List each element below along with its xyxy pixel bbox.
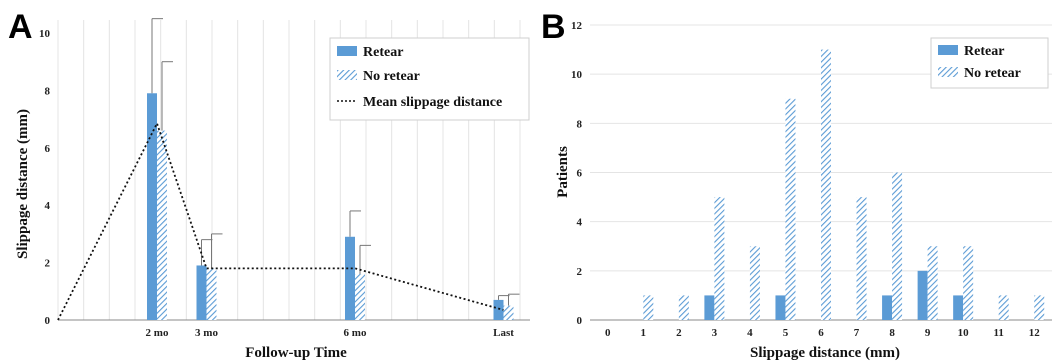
panel-a-bars <box>147 93 514 321</box>
panel-b-bar-retear <box>775 295 786 320</box>
panel-a-x-axis-label: Follow-up Time <box>245 345 347 361</box>
panel-b-y-tick-label: 12 <box>571 20 583 32</box>
panel-b-y-tick-label: 8 <box>577 118 583 130</box>
panel-a-bar-retear <box>196 265 207 320</box>
panel-b-x-tick-label: 6 <box>818 327 824 339</box>
panel-b-bar-no-retear <box>856 197 867 320</box>
panel-b-bar-no-retear <box>643 295 654 320</box>
panel-b-letter: B <box>541 8 566 46</box>
panel-b-y-tick-label: 10 <box>571 69 583 81</box>
panel-b-bar-retear <box>917 270 928 320</box>
panel-a-x-tick-label: 2 mo <box>146 327 169 339</box>
panel-a-x-tick-label: 3 mo <box>195 327 218 339</box>
panel-b-y-tick-label: 4 <box>577 217 583 229</box>
panel-a-bar-no-retear <box>157 130 167 320</box>
panel-b-x-tick-label: 8 <box>889 327 895 339</box>
panel-a-legend: Retear No retear Mean slippage distance <box>329 37 530 121</box>
panel-b-legend: Retear No retear <box>930 37 1049 89</box>
panel-a-letter: A <box>8 8 33 46</box>
panel-b-legend-swatch-no-retear <box>938 67 958 77</box>
panel-b-x-tick-label: 10 <box>958 327 970 339</box>
panel-b-bar-retear <box>882 295 893 320</box>
panel-b-bar-no-retear <box>821 49 831 320</box>
panel-a-legend-label-no-retear: No retear <box>363 69 420 84</box>
panel-a-bar-retear <box>345 236 355 320</box>
panel-b-bar-no-retear <box>892 172 903 320</box>
panel-b-y-axis-label: Patients <box>555 146 571 198</box>
panel-b-x-tick-label: 12 <box>1029 327 1041 339</box>
panel-a-x-ticks: 2 mo 3 mo 6 mo Last <box>146 327 515 339</box>
panel-b-x-tick-label: 0 <box>605 327 611 339</box>
panel-b-bar-retear <box>953 295 964 320</box>
panel-a-bar-no-retear <box>206 268 217 320</box>
panel-a-y-tick-label: 2 <box>45 258 51 270</box>
panel-b-x-tick-label: 7 <box>854 327 860 339</box>
panel-b-legend-label-no-retear: No retear <box>964 66 1021 81</box>
panel-b-y-tick-label: 0 <box>577 315 583 327</box>
panel-b-x-tick-label: 3 <box>712 327 718 339</box>
panel-a-bar-retear <box>147 93 157 321</box>
panel-b-y-tick-label: 2 <box>577 266 583 278</box>
panel-a-chart: 0 2 4 6 8 10 2 mo 3 mo 6 mo Last Slippage distan… <box>15 18 530 361</box>
panel-b-legend-label-retear: Retear <box>964 44 1004 59</box>
panel-b-legend-swatch-retear <box>938 45 958 55</box>
panel-a-y-tick-label: 0 <box>45 315 51 327</box>
panel-a-y-ticks: 0 2 4 6 8 10 <box>39 28 51 327</box>
panel-a-x-tick-label: 6 mo <box>344 327 367 339</box>
panel-b-bar-no-retear <box>714 197 725 320</box>
panel-a-legend-label-mean: Mean slippage distance <box>363 95 502 110</box>
panel-b-x-tick-label: 4 <box>747 327 753 339</box>
panel-b-x-tick-label: 11 <box>993 327 1003 339</box>
panel-b-bars <box>643 49 1045 320</box>
panel-b-x-tick-label: 5 <box>783 327 789 339</box>
panel-b-y-ticks: 0 2 4 6 8 10 12 <box>571 20 583 327</box>
panel-a-legend-box <box>329 37 530 121</box>
panel-a-bar-no-retear <box>355 274 365 320</box>
panel-a-bar-no-retear <box>503 305 514 320</box>
panel-a-legend-swatch-retear <box>337 46 357 56</box>
panel-b-bar-no-retear <box>927 246 938 320</box>
panel-a-mean-line <box>57 121 504 321</box>
panel-b-x-tick-label: 1 <box>641 327 647 339</box>
panel-a-y-tick-label: 8 <box>45 85 51 97</box>
panel-b-x-tick-label: 2 <box>676 327 682 339</box>
panel-a-bar-retear <box>493 299 504 320</box>
panel-a-y-tick-label: 6 <box>45 143 51 155</box>
panel-a-y-axis-label: Slippage distance (mm) <box>15 109 31 259</box>
panel-b-x-axis-label: Slippage distance (mm) <box>750 345 900 361</box>
panel-b-bar-no-retear <box>1034 295 1045 320</box>
panel-a-x-tick-label: Last <box>493 327 514 339</box>
panel-b-bar-no-retear <box>749 246 760 320</box>
panel-a-mean-slippage-line <box>57 121 504 321</box>
panel-a-y-tick-label: 10 <box>39 28 51 40</box>
panel-a-legend-swatch-no-retear <box>337 70 357 80</box>
panel-b-bar-no-retear <box>963 246 974 320</box>
panel-a-legend-label-retear: Retear <box>363 45 403 60</box>
panel-b-bar-no-retear <box>785 98 796 320</box>
panel-b-bar-no-retear <box>678 295 689 320</box>
panel-b-y-tick-label: 6 <box>577 168 583 180</box>
panel-a-y-tick-label: 4 <box>45 200 51 212</box>
panel-b-bar-no-retear <box>998 295 1009 320</box>
panel-b-bar-retear <box>704 295 715 320</box>
panel-b-x-tick-label: 9 <box>925 327 931 339</box>
panel-b-x-ticks: 0 1 2 3 4 5 6 7 8 9 10 11 12 <box>605 327 1040 339</box>
